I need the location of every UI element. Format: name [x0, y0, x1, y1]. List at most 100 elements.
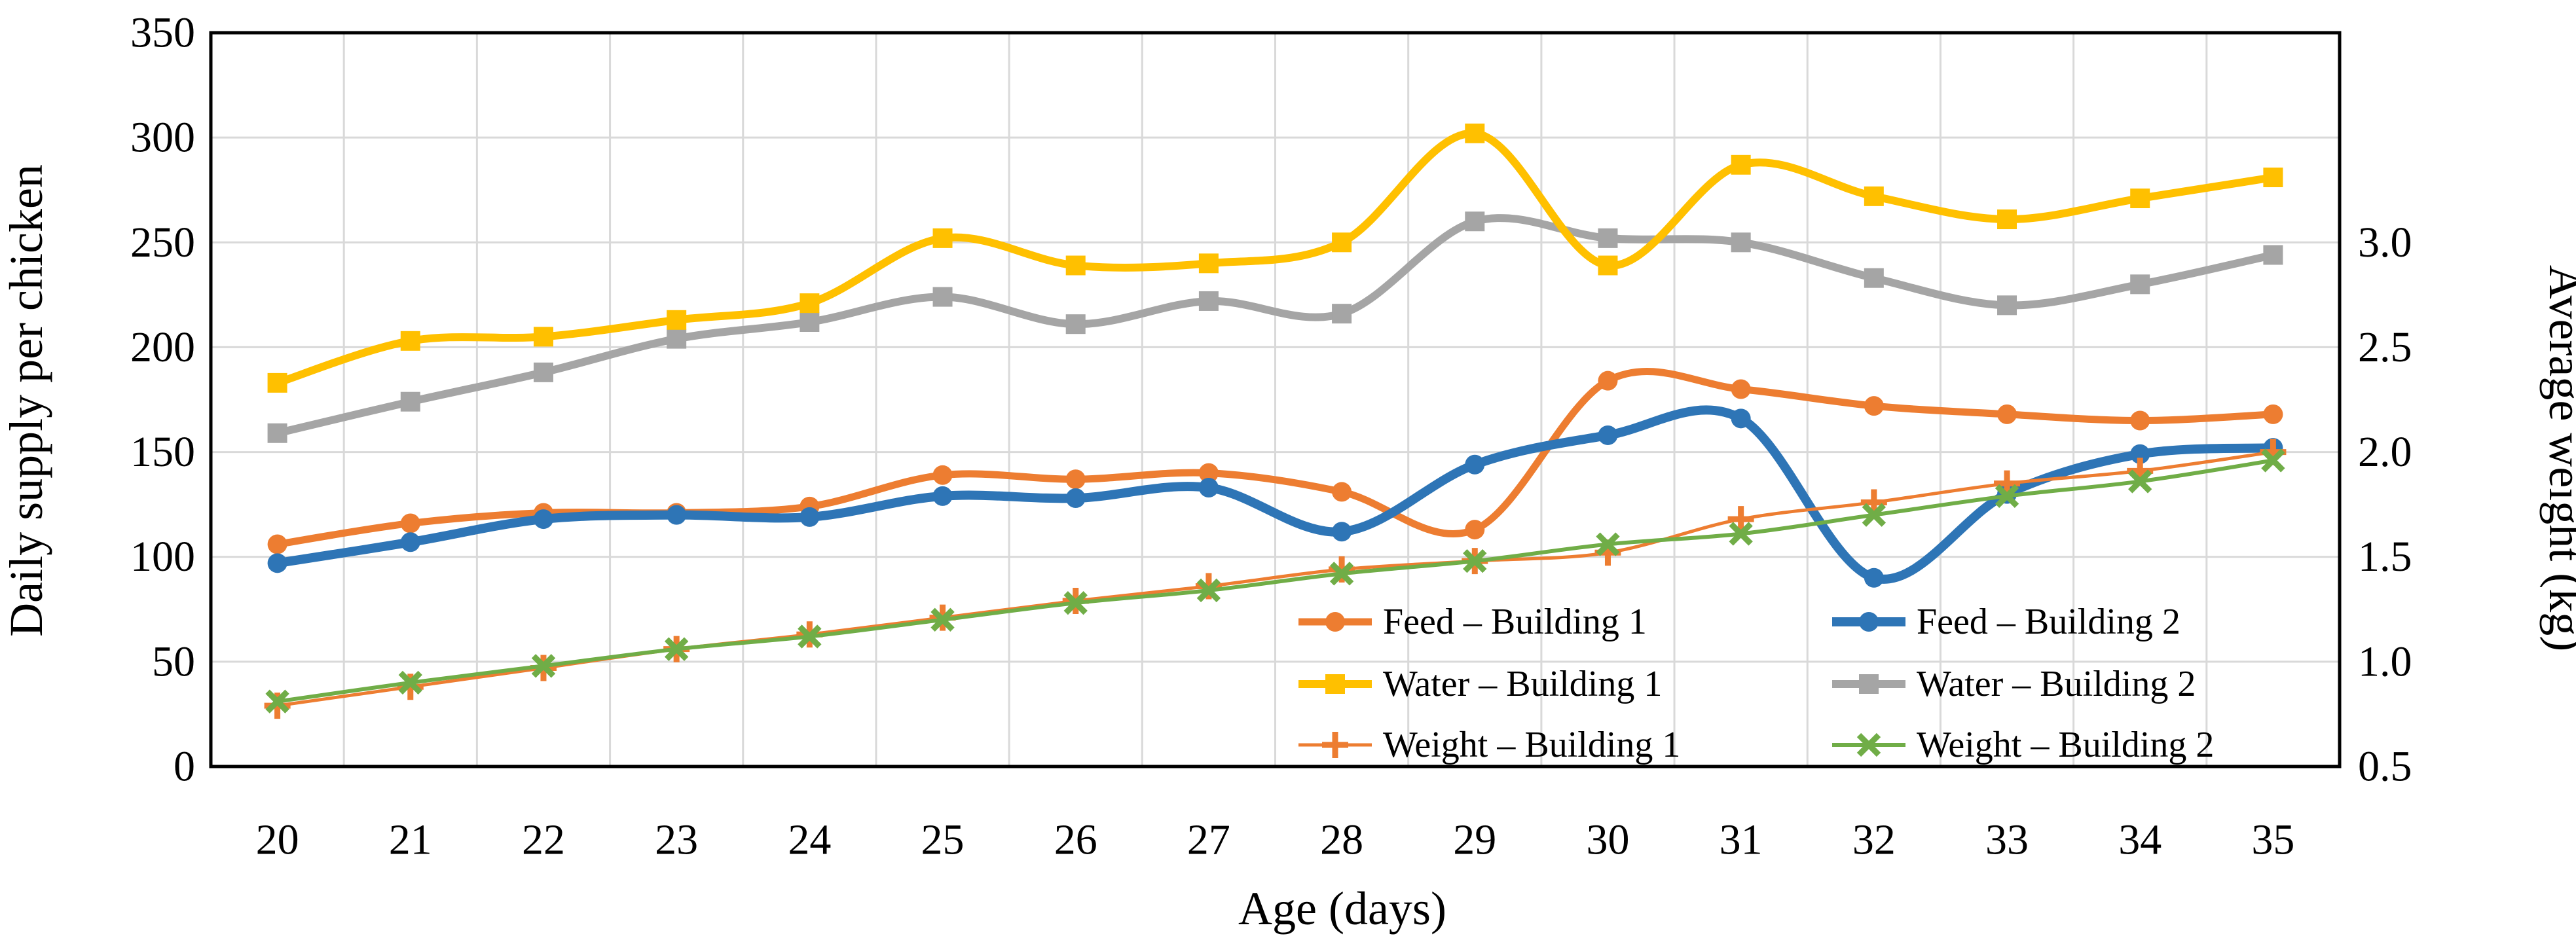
marker-feed-building-1 [2263, 404, 2283, 424]
marker-feed-building-2 [932, 486, 953, 506]
grid-layer [211, 33, 2340, 767]
marker-weight-building-2 [1995, 484, 2019, 509]
legend-item-water-building-1: Water – Building 1 [1298, 664, 1662, 704]
marker-feed-building-2 [1198, 478, 1219, 498]
y-axis-title-left: Daily supply per chicken [0, 164, 52, 637]
legend-label: Weight – Building 2 [1917, 725, 2214, 765]
series-layer [264, 123, 2287, 719]
x-tick-label: 33 [1985, 816, 2029, 864]
marker-feed-building-1 [2130, 410, 2150, 431]
y-left-tick-label: 100 [130, 533, 195, 581]
marker-water-building-2 [1997, 295, 2017, 316]
legend-label: Feed – Building 2 [1917, 602, 2180, 642]
marker-weight-building-2 [265, 689, 289, 713]
marker-weight-building-2 [798, 624, 822, 649]
marker-water-building-1 [2130, 189, 2150, 209]
x-tick-label: 28 [1320, 816, 1363, 864]
y-right-tick-label: 2.0 [2358, 428, 2412, 476]
marker-feed-building-2 [2130, 444, 2150, 464]
legend-item-water-building-2: Water – Building 2 [1832, 664, 2196, 704]
y-left-tick-label: 200 [130, 323, 195, 371]
x-tick-label: 23 [655, 816, 698, 864]
marker-weight-building-2 [1196, 578, 1221, 603]
legend-item-weight-building-2: Weight – Building 2 [1832, 725, 2214, 765]
marker-feed-building-2 [1465, 454, 1485, 475]
marker-weight-building-2 [1596, 532, 1620, 556]
x-tick-label: 21 [389, 816, 432, 864]
marker-feed-building-2 [800, 507, 820, 527]
marker-weight-building-2 [1329, 562, 1354, 586]
y-left-tick-label: 50 [152, 638, 195, 685]
y-left-tick-label: 250 [130, 219, 195, 266]
marker-water-building-2 [2130, 274, 2150, 295]
marker-weight-building-2 [1729, 522, 1753, 546]
marker-weight-building-2 [2128, 469, 2152, 494]
y-axis-title-right: Average weight (kg) [2539, 265, 2576, 651]
plot-frame-layer [209, 31, 2342, 768]
x-tick-label: 22 [522, 816, 565, 864]
series-line-feed-building-2 [272, 405, 2278, 584]
marker-weight-building-2 [1862, 503, 1886, 527]
y-left-tick-label: 300 [130, 114, 195, 162]
legend-label: Weight – Building 1 [1383, 725, 1680, 765]
legend-marker-square-icon [1859, 674, 1879, 694]
marker-feed-building-2 [1864, 568, 1884, 588]
marker-feed-building-1 [1731, 379, 1751, 399]
marker-weight-building-1 [1727, 506, 1754, 533]
y-left-tick-label: 0 [174, 743, 195, 791]
series-weight-building-2 [265, 448, 2285, 713]
marker-feed-building-1 [1332, 482, 1352, 502]
series-line-water-building-1 [273, 129, 2277, 387]
marker-feed-building-2 [1598, 425, 1618, 445]
marker-water-building-2 [2263, 245, 2283, 265]
legend-item-weight-building-1: Weight – Building 1 [1298, 725, 1680, 765]
x-axis-title: Age (days) [1238, 882, 1446, 935]
marker-water-building-1 [1198, 253, 1219, 274]
legend-marker-x-icon [1856, 732, 1881, 757]
marker-water-building-1 [1731, 154, 1751, 175]
y-right-tick-label: 0.5 [2358, 743, 2412, 791]
marker-weight-building-2 [531, 654, 556, 678]
marker-feed-building-2 [267, 553, 287, 573]
marker-water-building-1 [1997, 209, 2017, 230]
marker-weight-building-2 [2261, 448, 2285, 473]
y-right-tick-label: 1.0 [2358, 638, 2412, 685]
marker-feed-building-1 [1864, 396, 1884, 416]
marker-feed-building-1 [1065, 469, 1086, 490]
y-right-tick-label: 1.5 [2358, 533, 2412, 581]
legend-label: Water – Building 2 [1917, 664, 2196, 704]
marker-feed-building-1 [1598, 370, 1618, 391]
x-tick-label: 34 [2118, 816, 2162, 864]
series-line-weight-building-2 [275, 458, 2275, 704]
marker-water-building-1 [400, 331, 420, 351]
marker-feed-building-1 [932, 465, 953, 485]
y-right-tick-label: 2.5 [2358, 323, 2412, 371]
series-water-building-2 [267, 211, 2283, 443]
marker-feed-building-2 [1332, 522, 1352, 542]
marker-water-building-2 [1465, 211, 1485, 232]
marker-water-building-2 [400, 391, 420, 412]
x-tick-label: 32 [1852, 816, 1896, 864]
marker-feed-building-2 [1065, 488, 1086, 509]
marker-weight-building-1 [1195, 573, 1222, 600]
legend-item-feed-building-1: Feed – Building 1 [1298, 602, 1647, 642]
marker-water-building-2 [267, 423, 287, 443]
marker-water-building-1 [1598, 255, 1618, 276]
legend: Feed – Building 1 Feed – Building 2 Water … [1298, 602, 2214, 765]
series-water-building-1 [267, 123, 2283, 393]
marker-water-building-1 [533, 327, 553, 347]
marker-water-building-1 [932, 228, 953, 248]
x-tick-label: 29 [1453, 816, 1496, 864]
marker-feed-building-1 [267, 534, 287, 554]
legend-marker-circle-icon [1325, 612, 1345, 632]
marker-weight-building-2 [1463, 549, 1487, 573]
series-line-water-building-2 [273, 214, 2277, 437]
marker-water-building-1 [1465, 123, 1485, 143]
marker-water-building-2 [667, 329, 687, 349]
marker-water-building-2 [533, 362, 553, 382]
marker-water-building-2 [1198, 291, 1219, 311]
y-left-tick-label: 350 [130, 9, 195, 57]
marker-water-building-1 [800, 293, 820, 314]
legend-label: Feed – Building 1 [1383, 602, 1647, 642]
